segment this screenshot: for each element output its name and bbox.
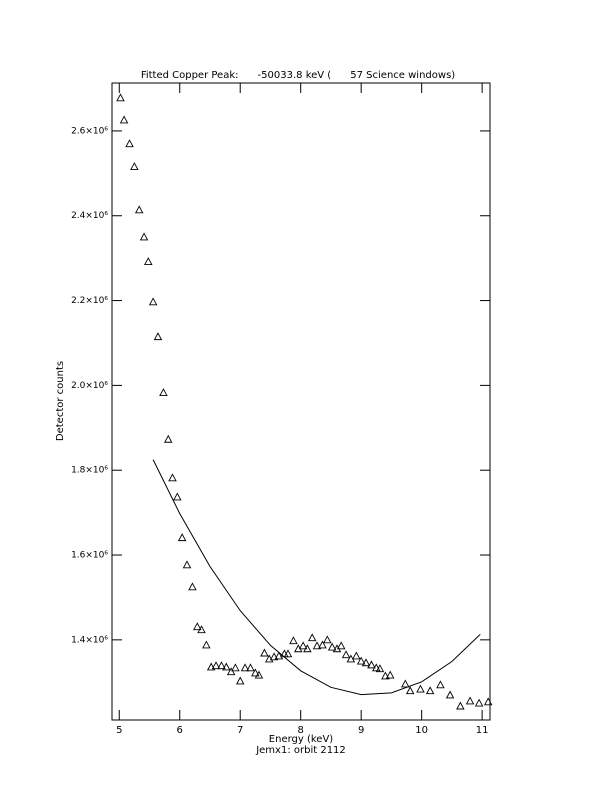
data-point xyxy=(251,668,260,677)
data-point xyxy=(327,642,337,651)
data-point xyxy=(416,684,425,693)
data-point xyxy=(226,667,236,676)
data-point xyxy=(425,686,435,695)
data-point xyxy=(193,622,202,631)
y-tick-label: 2.4×10⁶ xyxy=(71,211,108,221)
data-point xyxy=(163,434,173,443)
data-point xyxy=(197,625,206,634)
data-point xyxy=(211,661,221,670)
data-point xyxy=(375,664,385,673)
data-point xyxy=(352,651,361,660)
y-tick-label: 2.6×10⁶ xyxy=(71,126,108,136)
data-point xyxy=(206,662,216,671)
data-point xyxy=(246,663,255,672)
data-point xyxy=(130,162,139,170)
y-tick-label: 1.4×10⁶ xyxy=(71,635,108,645)
data-point xyxy=(298,641,308,650)
x-axis-label: Energy (keV) xyxy=(269,734,334,745)
data-point xyxy=(465,696,475,705)
x-tick-label: 8 xyxy=(298,725,304,736)
data-point xyxy=(148,297,158,306)
data-point xyxy=(307,633,317,642)
data-point xyxy=(405,686,415,695)
data-point xyxy=(222,662,231,671)
data-point xyxy=(139,232,149,241)
data-point xyxy=(159,388,168,397)
data-point xyxy=(153,332,163,341)
data-point xyxy=(182,560,192,569)
y-tick-label: 1.8×10⁶ xyxy=(71,466,108,476)
data-point xyxy=(318,640,327,649)
x-tick-label: 11 xyxy=(476,725,489,736)
data-point xyxy=(323,635,332,644)
data-point xyxy=(336,641,346,650)
x-tick-label: 9 xyxy=(358,725,364,736)
fit-curve xyxy=(152,459,481,696)
data-point xyxy=(269,652,279,661)
data-point xyxy=(240,663,250,672)
plot-frame xyxy=(111,82,491,721)
x-tick-label: 6 xyxy=(177,725,183,736)
data-point xyxy=(274,651,284,660)
x-tick-label: 5 xyxy=(116,725,122,736)
data-point xyxy=(144,257,153,265)
data-point xyxy=(356,656,366,665)
data-point xyxy=(217,661,226,670)
data-point xyxy=(445,690,455,699)
data-point xyxy=(401,679,410,688)
y-tick-label: 2.2×10⁶ xyxy=(71,296,108,306)
data-point xyxy=(474,698,484,707)
data-point xyxy=(283,649,293,658)
data-point xyxy=(312,641,322,650)
data-point xyxy=(260,648,269,657)
data-point xyxy=(235,676,245,685)
chart-title: Fitted Copper Peak: -50033.8 keV ( 57 Sc… xyxy=(141,70,455,81)
data-point xyxy=(134,205,144,214)
data-point xyxy=(125,139,134,148)
x-tick-label: 7 xyxy=(237,725,243,736)
data-point xyxy=(436,680,445,689)
data-point xyxy=(456,701,465,710)
data-point xyxy=(188,582,197,591)
data-point xyxy=(168,473,177,482)
data-point xyxy=(231,663,240,672)
data-point xyxy=(289,636,298,645)
data-point xyxy=(367,660,376,669)
data-point xyxy=(173,492,182,501)
y-tick-label: 2.0×10⁶ xyxy=(71,381,108,391)
data-point xyxy=(381,671,390,680)
data-point xyxy=(361,658,371,667)
data-point xyxy=(202,640,211,649)
data-point xyxy=(280,649,289,658)
data-point xyxy=(177,533,187,542)
data-point xyxy=(483,697,493,706)
data-point xyxy=(303,644,312,653)
y-tick-label: 1.6×10⁶ xyxy=(71,551,108,561)
data-point xyxy=(385,670,395,679)
data-point xyxy=(372,663,381,672)
y-axis-label: Detector counts xyxy=(55,361,66,441)
data-point xyxy=(119,115,129,124)
x-tick-label: 10 xyxy=(415,725,428,736)
subtitle: Jemx1: orbit 2112 xyxy=(255,745,346,756)
data-point xyxy=(254,670,264,679)
data-point xyxy=(116,93,125,102)
data-point xyxy=(341,650,351,659)
